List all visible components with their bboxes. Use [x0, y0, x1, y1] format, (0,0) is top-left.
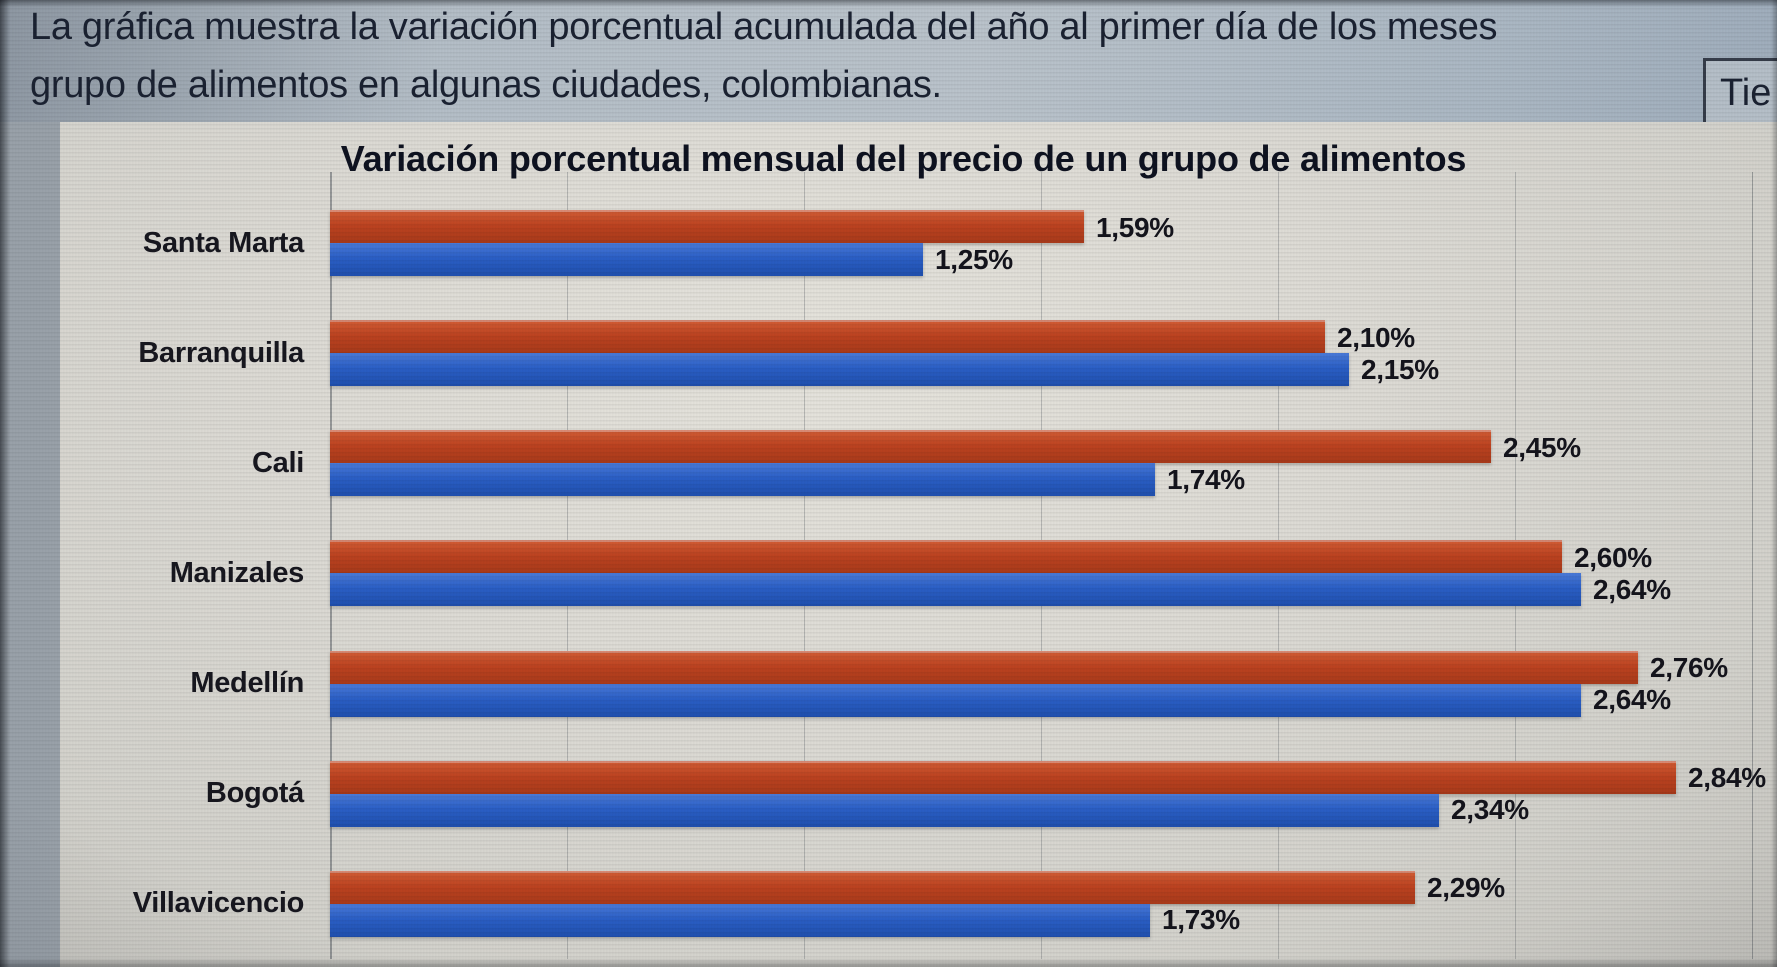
category-label-barranquilla: Barranquilla — [138, 336, 304, 369]
bars-cali: 2,45% 1,74% — [330, 430, 1757, 497]
category-label-manizales: Manizales — [169, 556, 305, 589]
bars-bogot: 2,84% 2,34% — [330, 760, 1766, 827]
tiempo-box-label: Tie — [1720, 72, 1772, 114]
value-label-series-blue-barranquilla: 2,15% — [1361, 353, 1439, 385]
bars-santa-marta: 1,59% 1,25% — [330, 210, 1757, 277]
bar-series-blue-cali: 1,74% — [330, 463, 1245, 497]
value-label-series-red-barranquilla: 2,10% — [1337, 321, 1415, 353]
bar-groups: Santa Marta 1,59% 1,25% Barranquilla 2,10% 2,… — [60, 188, 1766, 959]
intro-text-line1: La gráfica muestra la variación porcentu… — [30, 6, 1498, 48]
chart-title: Variación porcentual mensual del precio … — [340, 138, 1467, 179]
bar-series-red-barranquilla: 2,10% — [330, 320, 1415, 354]
category-group-barranquilla: Barranquilla 2,10% 2,15% — [60, 298, 1757, 408]
bar-series-blue-manizales: 2,64% — [330, 573, 1671, 607]
bar-series-red-bogot: 2,84% — [330, 760, 1766, 794]
bars-barranquilla: 2,10% 2,15% — [330, 320, 1757, 387]
value-label-series-blue-bogot: 2,34% — [1451, 794, 1529, 826]
value-label-series-blue-cali: 1,74% — [1167, 463, 1245, 495]
category-label-santa-marta: Santa Marta — [142, 226, 304, 259]
header-banner: La gráfica muestra la variación porcentu… — [0, 0, 1777, 130]
bar-series-red-medell-n: 2,76% — [330, 650, 1728, 684]
category-label-bogot: Bogotá — [205, 777, 304, 810]
value-label-series-red-medell-n: 2,76% — [1650, 652, 1728, 684]
bar-series-red-cali: 2,45% — [330, 430, 1581, 464]
bars-villavicencio: 2,29% 1,73% — [330, 870, 1757, 937]
value-label-series-blue-santa-marta: 1,25% — [935, 243, 1013, 275]
bar-series-red-villavicencio: 2,29% — [330, 870, 1505, 904]
value-label-series-red-manizales: 2,60% — [1574, 541, 1652, 573]
category-group-villavicencio: Villavicencio 2,29% 1,73% — [60, 849, 1757, 959]
tiempo-box: Tie — [1703, 58, 1777, 130]
category-group-santa-marta: Santa Marta 1,59% 1,25% — [60, 188, 1757, 298]
bars-medell-n: 2,76% 2,64% — [330, 650, 1757, 717]
bar-series-blue-santa-marta: 1,25% — [330, 243, 1013, 277]
category-label-medell-n: Medellín — [190, 667, 304, 700]
bar-series-blue-villavicencio: 1,73% — [330, 903, 1240, 937]
bar-series-red-manizales: 2,60% — [330, 540, 1652, 574]
value-label-series-blue-medell-n: 2,64% — [1593, 684, 1671, 716]
category-group-medell-n: Medellín 2,76% 2,64% — [60, 629, 1757, 739]
bar-series-blue-bogot: 2,34% — [330, 793, 1529, 827]
category-group-manizales: Manizales 2,60% 2,64% — [60, 518, 1757, 628]
value-label-series-red-santa-marta: 1,59% — [1096, 211, 1174, 243]
category-group-bogot: Bogotá 2,84% 2,34% — [60, 739, 1766, 849]
bar-series-blue-barranquilla: 2,15% — [330, 353, 1439, 387]
value-label-series-red-villavicencio: 2,29% — [1427, 872, 1505, 904]
bars-manizales: 2,60% 2,64% — [330, 540, 1757, 607]
category-label-villavicencio: Villavicencio — [132, 887, 305, 920]
bar-series-red-santa-marta: 1,59% — [330, 210, 1174, 244]
value-label-series-blue-manizales: 2,64% — [1593, 573, 1671, 605]
value-label-series-red-bogot: 2,84% — [1688, 762, 1766, 794]
value-label-series-red-cali: 2,45% — [1503, 431, 1581, 463]
chart-panel: Variación porcentual mensual del precio … — [60, 122, 1777, 967]
category-label-cali: Cali — [252, 446, 304, 479]
value-label-series-blue-villavicencio: 1,73% — [1162, 904, 1240, 936]
bar-series-blue-medell-n: 2,64% — [330, 683, 1671, 717]
category-group-cali: Cali 2,45% 1,74% — [60, 408, 1757, 518]
intro-text-line2: grupo de alimentos en algunas ciudades, … — [30, 64, 942, 106]
